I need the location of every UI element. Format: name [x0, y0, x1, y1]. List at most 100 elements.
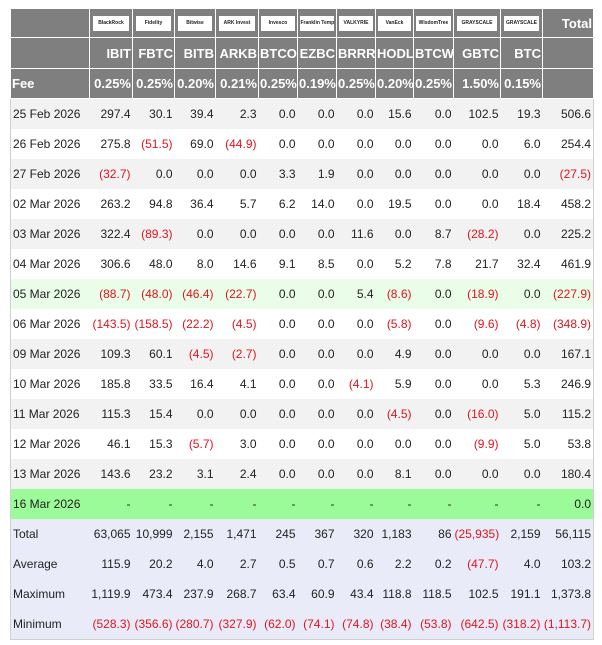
fee-value: 0.25%	[132, 68, 175, 99]
flow-cell: -	[375, 489, 414, 519]
etf-flows-table: BlackRock Fidelity Bitwise ARK Invest Invesc…	[10, 8, 594, 640]
flow-cell: (5.7)	[174, 429, 216, 459]
fee-row: Fee 0.25% 0.25% 0.20% 0.21% 0.25% 0.19% 0.25% 0.…	[10, 68, 594, 99]
flow-cell: 185.8	[89, 369, 133, 399]
summary-cell: 1,119.9	[89, 579, 133, 609]
corner-cell	[10, 37, 90, 69]
ticker-header: BRRR	[336, 37, 376, 69]
flow-cell: 0.0	[258, 459, 298, 489]
flow-cell: 4.1	[215, 369, 259, 399]
flow-cell: (48.0)	[132, 279, 175, 309]
flow-cell: (9.6)	[453, 309, 501, 339]
fee-value: 0.20%	[375, 68, 414, 99]
flow-cell: 0.0	[215, 159, 259, 189]
date-cell: 25 Feb 2026	[10, 98, 90, 129]
flow-cell: 0.0	[413, 129, 454, 159]
table-row: 12 Mar 2026 46.1 15.3 (5.7) 3.0 0.0 0.0 0.0 0.0 0…	[10, 429, 594, 459]
flow-cell: 36.4	[174, 189, 216, 219]
flow-cell: 1.9	[297, 159, 337, 189]
flow-cell: 19.5	[375, 189, 414, 219]
issuer-logo: WisdomTree	[416, 15, 451, 31]
ticker-row: IBIT FBTC BITB ARKB BTCO EZBC BRRR HODL BTCW GBTC…	[10, 37, 594, 69]
flow-cell: (5.8)	[375, 309, 414, 339]
summary-row: Total 63,065 10,999 2,155 1,471 245 367 320 1,18…	[10, 519, 594, 549]
flow-cell: 0.0	[215, 399, 259, 429]
ticker-header: ARKB	[215, 37, 259, 69]
issuer-logo-cell: Franklin Templeton	[297, 8, 337, 38]
flow-cell: 0.0	[413, 309, 454, 339]
flow-cell: 23.2	[132, 459, 175, 489]
fee-value: 0.15%	[500, 68, 543, 99]
summary-cell: 102.5	[453, 579, 501, 609]
flow-cell: 143.6	[89, 459, 133, 489]
issuer-logo-cell: BlackRock	[89, 8, 133, 38]
fee-value: 0.19%	[297, 68, 337, 99]
summary-cell: 60.9	[297, 579, 337, 609]
summary-cell: 4.0	[174, 549, 216, 579]
fee-value: 0.20%	[174, 68, 216, 99]
flow-cell: -	[215, 489, 259, 519]
flow-cell: 0.0	[413, 399, 454, 429]
row-total-cell: 458.2	[542, 189, 594, 219]
ticker-header: HODL	[375, 37, 414, 69]
table-row: 11 Mar 2026 115.3 15.4 0.0 0.0 0.0 0.0 0.0 (4.5)…	[10, 399, 594, 429]
fee-value: 0.25%	[89, 68, 133, 99]
issuer-logo: ARK Invest	[218, 15, 256, 31]
empty-header	[542, 37, 594, 69]
flow-cell: (2.7)	[215, 339, 259, 369]
flow-cell: 0.0	[174, 399, 216, 429]
summary-cell: (25,935)	[453, 519, 501, 549]
flow-cell: 0.0	[258, 129, 298, 159]
flow-cell: 15.6	[375, 98, 414, 129]
row-total-cell: 461.9	[542, 249, 594, 279]
flow-cell: 0.0	[500, 459, 543, 489]
row-total-cell: 506.6	[542, 98, 594, 129]
summary-cell: (74.1)	[297, 609, 337, 640]
date-cell: 04 Mar 2026	[10, 249, 90, 279]
flow-cell: 0.0	[500, 279, 543, 309]
flow-cell: 46.1	[89, 429, 133, 459]
flow-cell: 0.0	[336, 189, 376, 219]
flow-cell: -	[132, 489, 175, 519]
row-total-cell: 246.9	[542, 369, 594, 399]
flow-cell: 5.0	[500, 399, 543, 429]
summary-label: Average	[10, 549, 90, 579]
ticker-header: EZBC	[297, 37, 337, 69]
flow-cell: 275.8	[89, 129, 133, 159]
flow-cell: 48.0	[132, 249, 175, 279]
summary-cell: 63.4	[258, 579, 298, 609]
flow-cell: 0.0	[297, 399, 337, 429]
summary-cell: 118.5	[413, 579, 454, 609]
summary-cell: (47.7)	[453, 549, 501, 579]
issuer-logo-cell: VALKYRIE	[336, 8, 376, 38]
summary-cell: 2,159	[500, 519, 543, 549]
flow-cell: (4.1)	[336, 369, 376, 399]
flow-cell: 0.0	[453, 369, 501, 399]
flow-cell: 0.0	[297, 429, 337, 459]
summary-label: Total	[10, 519, 90, 549]
flow-cell: 21.7	[453, 249, 501, 279]
summary-cell: 320	[336, 519, 376, 549]
flow-cell: (4.5)	[375, 399, 414, 429]
flow-cell: 8.1	[375, 459, 414, 489]
issuer-logo-cell: GRAYSCALE	[453, 8, 501, 38]
flow-cell: 0.0	[453, 159, 501, 189]
table-row: 04 Mar 2026 306.6 48.0 8.0 14.6 9.1 8.5 0.0 5.2 7…	[10, 249, 594, 279]
flow-cell: -	[453, 489, 501, 519]
flow-cell: 5.9	[375, 369, 414, 399]
flow-cell: (22.7)	[215, 279, 259, 309]
flow-cell: 5.3	[500, 369, 543, 399]
summary-label: Maximum	[10, 579, 90, 609]
flow-cell: 0.0	[297, 279, 337, 309]
flow-cell: (4.5)	[215, 309, 259, 339]
flow-cell: 0.0	[336, 429, 376, 459]
flow-cell: 0.0	[297, 309, 337, 339]
flow-cell: 0.0	[413, 189, 454, 219]
flow-cell: -	[89, 489, 133, 519]
summary-cell: 63,065	[89, 519, 133, 549]
flow-cell: 0.0	[336, 249, 376, 279]
issuer-logo: BlackRock	[92, 15, 130, 31]
flow-cell: 0.0	[413, 98, 454, 129]
issuer-logo: VALKYRIE	[339, 15, 373, 31]
summary-cell: 191.1	[500, 579, 543, 609]
